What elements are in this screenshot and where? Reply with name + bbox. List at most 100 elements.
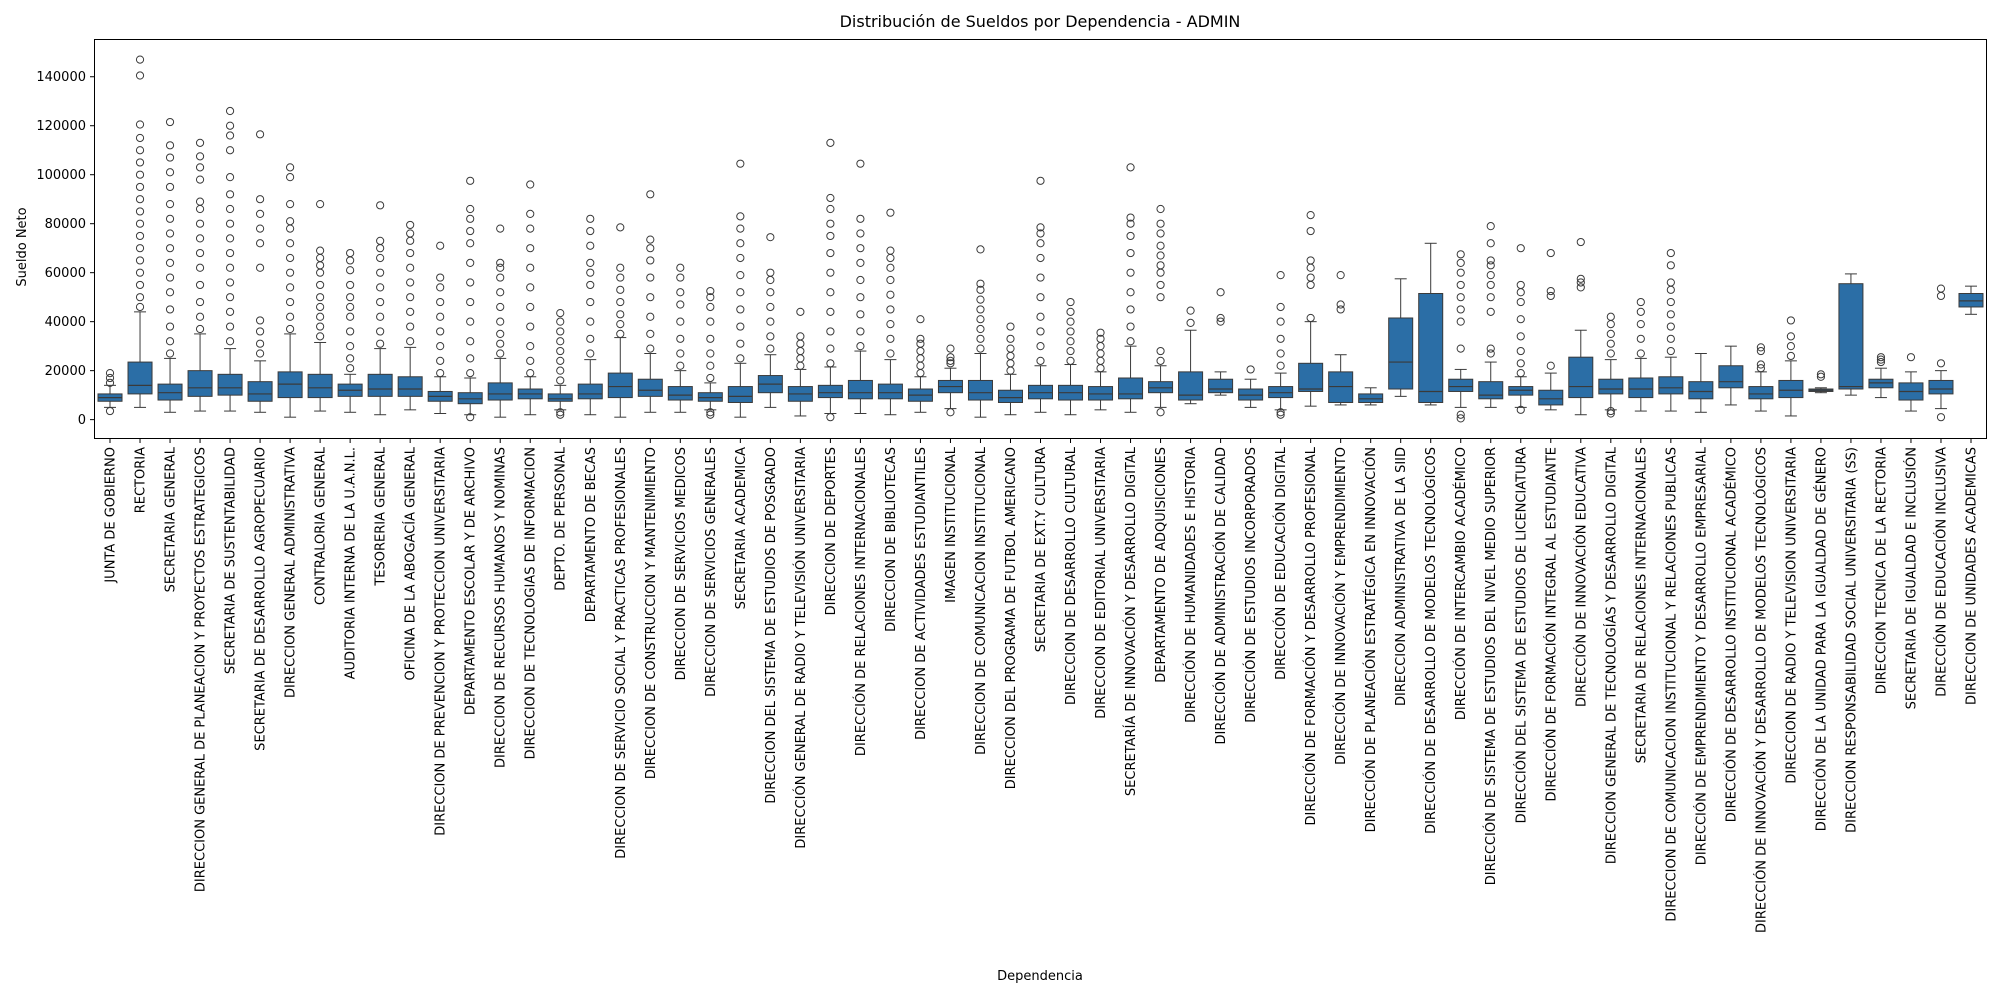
- outlier-point: [1636, 297, 1645, 307]
- outlier-point: [1486, 344, 1495, 353]
- outlier-point: [1096, 356, 1105, 365]
- x-tick-label: DIRECCIÓN DE PLANEACIÓN ESTRATÉGICA EN I…: [1363, 447, 1379, 832]
- outlier-point: [1006, 351, 1015, 361]
- outlier-point: [826, 344, 835, 353]
- outlier-point: [225, 278, 235, 287]
- chart-title: Distribución de Sueldos por Dependencia …: [840, 12, 1241, 31]
- outlier-point: [1156, 251, 1165, 260]
- outlier-point: [286, 268, 295, 277]
- outlier-point: [466, 226, 475, 236]
- outlier-point: [135, 55, 145, 64]
- box-group: [997, 322, 1023, 416]
- box-group: [1118, 163, 1144, 413]
- outlier-point: [526, 302, 535, 312]
- outlier-point: [1126, 213, 1135, 222]
- outlier-point: [195, 163, 205, 172]
- outlier-point: [646, 344, 655, 353]
- outlier-point: [826, 268, 835, 277]
- outlier-point: [1636, 349, 1645, 358]
- outlier-point: [1456, 268, 1465, 277]
- outlier-point: [195, 297, 205, 307]
- outlier-point: [316, 261, 325, 270]
- outlier-point: [135, 158, 145, 167]
- outlier-point: [856, 214, 865, 223]
- x-tick-label: DIRECCION DE DEPORTES: [824, 447, 839, 615]
- box: [157, 383, 183, 401]
- outlier-point: [1666, 248, 1675, 258]
- outlier-point: [796, 332, 805, 341]
- box-group: [667, 263, 693, 413]
- outlier-point: [706, 317, 715, 326]
- outlier-point: [706, 408, 715, 417]
- box: [1388, 317, 1414, 390]
- box-group: [757, 233, 783, 408]
- outlier-point: [1606, 349, 1615, 358]
- outlier-point: [916, 346, 925, 356]
- outlier-point: [346, 248, 355, 258]
- box-group: [1298, 211, 1324, 407]
- outlier-point: [976, 295, 985, 304]
- outlier-point: [1666, 285, 1675, 294]
- box-group: [487, 224, 513, 418]
- outlier-point: [556, 410, 565, 419]
- outlier-point: [466, 204, 475, 214]
- box: [127, 361, 153, 395]
- outlier-point: [135, 219, 145, 228]
- outlier-point: [286, 324, 295, 334]
- x-tick-label: SECRETARIA GENERAL: [164, 446, 179, 592]
- box: [247, 381, 273, 402]
- y-tick-label: 120000: [36, 119, 86, 134]
- box: [367, 373, 393, 397]
- x-tick-label: DIRECCION DE RADIO Y TELEVISION UNIVERSI…: [1784, 447, 1799, 784]
- outlier-point: [135, 268, 145, 277]
- outlier-point: [1636, 307, 1645, 316]
- outlier-point: [165, 199, 175, 209]
- outlier-point: [135, 133, 145, 143]
- outlier-point: [436, 283, 445, 292]
- outlier-point: [556, 356, 565, 365]
- outlier-point: [646, 293, 655, 302]
- x-tick-label: DIRECCION DE PREVENCION Y PROTECCION UNI…: [434, 447, 449, 836]
- outlier-point: [1306, 256, 1315, 265]
- outlier-point: [916, 368, 925, 378]
- outlier-point: [1126, 231, 1135, 241]
- box-group: [1598, 312, 1624, 418]
- outlier-point: [346, 327, 355, 336]
- outlier-point: [1276, 271, 1285, 280]
- x-tick-label: AUDITORIA INTERNA DE LA U.A.N.L.: [344, 447, 359, 679]
- outlier-point: [135, 182, 145, 192]
- outlier-point: [1606, 329, 1615, 339]
- box: [1598, 378, 1624, 395]
- outlier-point: [946, 359, 955, 368]
- outlier-point: [1336, 305, 1345, 314]
- outlier-point: [646, 190, 655, 199]
- outlier-point: [135, 120, 145, 129]
- outlier-point: [616, 263, 625, 272]
- outlier-point: [316, 322, 325, 331]
- outlier-point: [736, 271, 745, 280]
- outlier-point: [1276, 349, 1285, 358]
- outlier-point: [616, 310, 625, 319]
- outlier-point: [1456, 250, 1465, 259]
- box: [187, 370, 213, 397]
- outlier-point: [1036, 312, 1045, 321]
- outlier-point: [616, 329, 625, 339]
- outlier-point: [1456, 317, 1465, 326]
- x-tick-label: DIRECCIÓN DE ADMINISTRACIÓN DE CALIDAD: [1213, 447, 1229, 745]
- box-group: [1688, 353, 1714, 413]
- outlier-point: [736, 339, 745, 348]
- outlier-point: [1516, 244, 1525, 253]
- plot-area: [97, 55, 1984, 423]
- outlier-point: [406, 248, 415, 258]
- x-tick-label: DIRECCION DE COMUNICACION INSTITUCIONAL: [974, 446, 989, 755]
- box-group: [97, 368, 123, 416]
- box: [1628, 377, 1654, 399]
- outlier-point: [886, 263, 895, 272]
- outlier-point: [255, 316, 265, 325]
- outlier-point: [976, 285, 985, 294]
- outlier-point: [646, 244, 655, 253]
- outlier-point: [1096, 328, 1105, 337]
- box: [1658, 376, 1684, 395]
- outlier-point: [1306, 263, 1315, 272]
